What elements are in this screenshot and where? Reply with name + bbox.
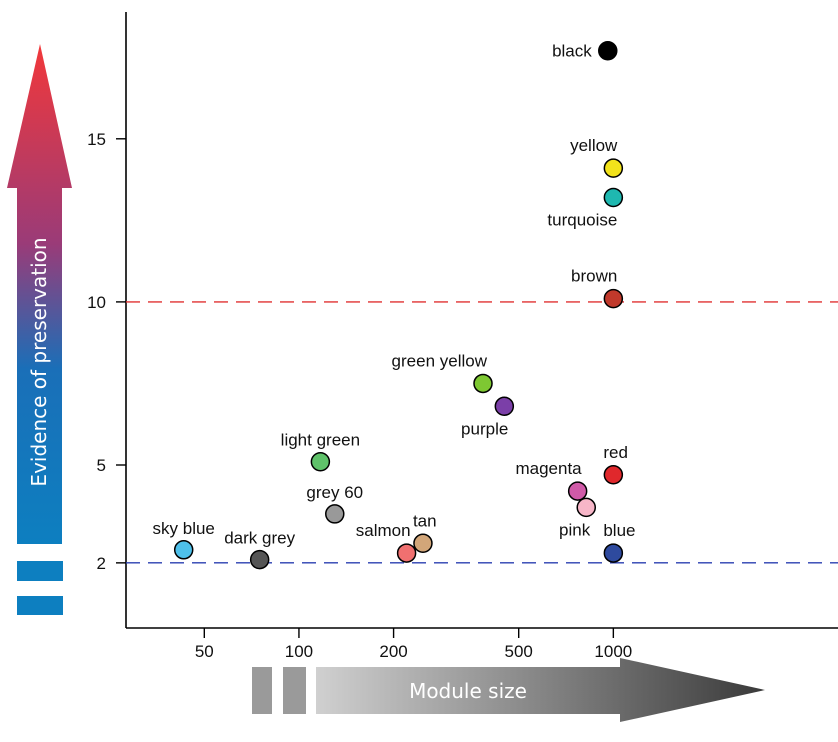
point-label-salmon: salmon [356,521,411,540]
point-label-magenta: magenta [515,459,582,478]
y-axis-arrow: Evidence of preservation [7,44,72,615]
point-marker-tan [413,533,433,554]
x-ticks: 50 100 200 500 1000 [195,628,632,661]
point-red: red [603,443,628,485]
point-label-sky-blue: sky blue [153,519,215,538]
x-tick-label: 500 [505,642,533,661]
point-marker-salmon [396,543,417,563]
point-marker-blue [603,543,624,563]
point-marker-purple [494,396,515,417]
point-marker-dark-grey [249,549,270,570]
point-marker-black [598,40,618,61]
x-arrow-stub-right [283,667,306,714]
point-blue: blue [603,521,635,563]
point-label-black: black [552,42,592,61]
point-marker-sky-blue [173,540,194,560]
y-tick-label: 10 [87,293,106,312]
threshold-lines [126,301,838,564]
point-yellow: yellow [570,136,624,178]
y-axis-label: Evidence of preservation [27,237,51,486]
point-marker-yellow [603,158,624,178]
point-marker-brown [603,288,624,309]
point-label-yellow: yellow [570,136,618,155]
y-tick-label: 2 [97,554,106,573]
point-label-pink: pink [559,520,591,539]
x-arrow-stub-left [252,667,272,714]
data-points: black yellow turquoise brown green yellow pur… [153,40,635,570]
point-black: black [552,40,618,61]
x-tick-label: 50 [195,642,214,661]
x-tick-label: 200 [379,642,407,661]
point-sky-blue: sky blue [153,519,215,560]
point-label-purple: purple [461,419,508,438]
point-marker-grey-60 [325,504,345,524]
point-purple: purple [461,396,515,438]
point-label-tan: tan [413,511,437,530]
point-label-green-yellow: green yellow [392,351,488,370]
point-green-yellow: green yellow [392,351,493,394]
point-marker-turquoise [603,187,624,208]
point-label-turquoise: turquoise [547,211,617,230]
point-label-red: red [603,443,628,462]
point-turquoise: turquoise [547,187,624,230]
point-marker-pink [576,497,596,518]
point-dark-grey: dark grey [224,529,296,570]
x-arrow-body [316,658,765,722]
point-salmon: salmon [356,521,417,563]
point-marker-green-yellow [473,373,493,394]
point-label-blue: blue [603,521,635,540]
point-label-brown: brown [571,267,617,286]
point-label-light-green: light green [281,431,360,450]
point-label-grey-60: grey 60 [306,483,363,502]
point-light-green: light green [281,431,360,472]
x-axis-label: Module size [409,679,527,703]
point-pink: pink [559,497,596,539]
x-tick-label: 100 [285,642,313,661]
y-ticks: 2 5 10 15 [87,130,126,573]
axes [125,12,838,629]
point-marker-red [603,465,624,485]
y-tick-label: 5 [97,456,106,475]
y-arrow-body [7,44,72,544]
y-arrow-stub-upper [17,561,63,581]
point-grey-60: grey 60 [306,483,363,524]
point-marker-light-green [310,451,331,472]
point-brown: brown [571,267,624,309]
y-arrow-stub-lower [17,596,63,615]
point-tan: tan [413,511,437,554]
x-axis-arrow: Module size [252,658,765,722]
point-magenta: magenta [515,459,588,501]
y-tick-label: 15 [87,130,106,149]
x-tick-label: 1000 [594,642,632,661]
point-label-dark-grey: dark grey [224,529,295,548]
point-marker-magenta [567,481,588,501]
